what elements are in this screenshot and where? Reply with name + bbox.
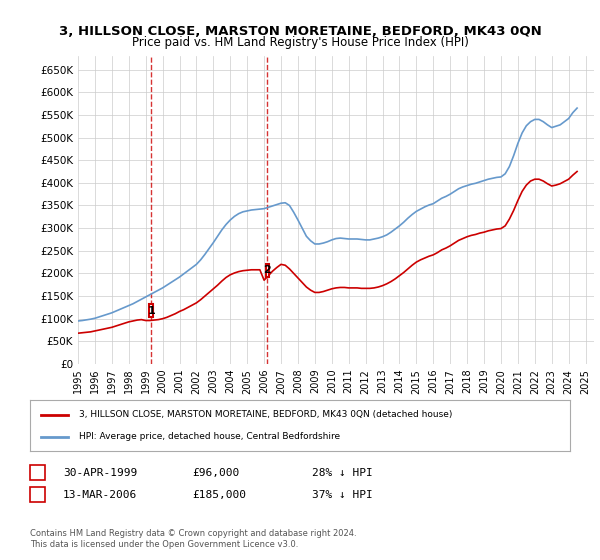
Text: 3, HILLSON CLOSE, MARSTON MORETAINE, BEDFORD, MK43 0QN (detached house): 3, HILLSON CLOSE, MARSTON MORETAINE, BED… — [79, 410, 452, 419]
Text: 3, HILLSON CLOSE, MARSTON MORETAINE, BEDFORD, MK43 0QN: 3, HILLSON CLOSE, MARSTON MORETAINE, BED… — [59, 25, 541, 38]
Text: 1: 1 — [148, 306, 155, 315]
Text: Price paid vs. HM Land Registry's House Price Index (HPI): Price paid vs. HM Land Registry's House … — [131, 36, 469, 49]
Text: 37% ↓ HPI: 37% ↓ HPI — [312, 490, 373, 500]
FancyBboxPatch shape — [149, 304, 153, 317]
FancyBboxPatch shape — [266, 264, 269, 277]
Text: HPI: Average price, detached house, Central Bedfordshire: HPI: Average price, detached house, Cent… — [79, 432, 340, 441]
Text: 2: 2 — [263, 265, 271, 276]
Text: £96,000: £96,000 — [192, 468, 239, 478]
Text: 1: 1 — [34, 468, 41, 478]
Text: Contains HM Land Registry data © Crown copyright and database right 2024.
This d: Contains HM Land Registry data © Crown c… — [30, 529, 356, 549]
Text: 13-MAR-2006: 13-MAR-2006 — [63, 490, 137, 500]
Text: 28% ↓ HPI: 28% ↓ HPI — [312, 468, 373, 478]
Text: £185,000: £185,000 — [192, 490, 246, 500]
Text: 30-APR-1999: 30-APR-1999 — [63, 468, 137, 478]
Text: 2: 2 — [34, 490, 41, 500]
